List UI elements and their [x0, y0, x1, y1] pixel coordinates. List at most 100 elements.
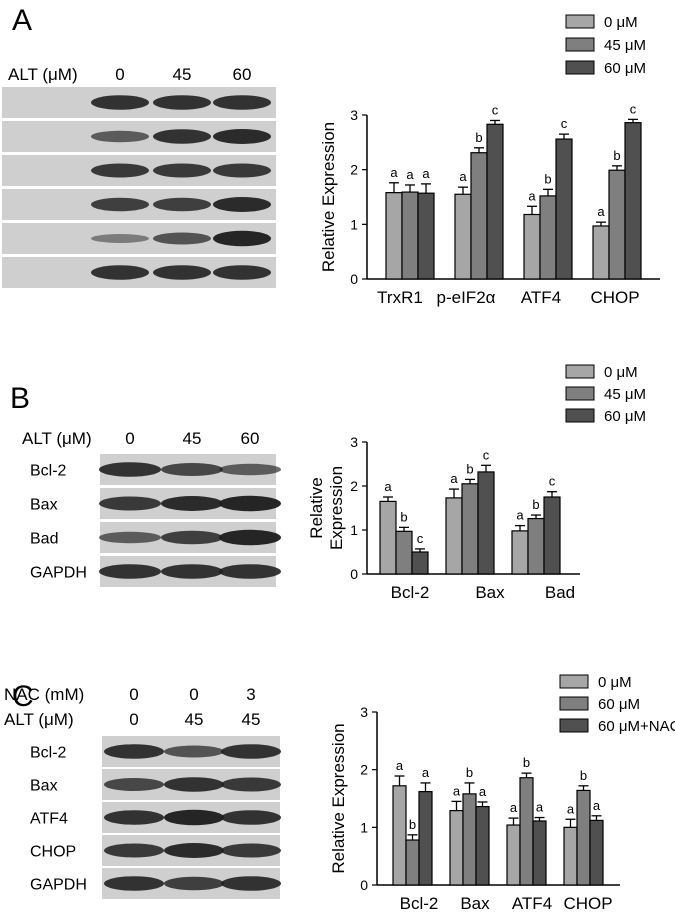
panel-letter: A: [12, 4, 32, 37]
bar: [392, 785, 407, 886]
legend-swatch: [565, 386, 595, 401]
protein-label: ATF4: [30, 811, 68, 828]
bar: [418, 790, 433, 886]
significance-letter: b: [466, 461, 473, 476]
protein-label: Bad: [30, 531, 58, 548]
blot-band: [104, 876, 164, 891]
significance-letter: a: [422, 166, 430, 181]
blot-band: [221, 843, 281, 858]
blot-band: [99, 462, 161, 477]
significance-letter: a: [406, 167, 414, 182]
bar: [417, 192, 435, 280]
significance-letter: a: [510, 800, 518, 815]
x-tick-label: p-eIF2α: [437, 288, 496, 307]
bar: [563, 826, 578, 886]
condition-value: 3: [246, 685, 255, 704]
bar: [395, 530, 413, 575]
blot-band: [153, 95, 211, 110]
x-tick-label: TrxR1: [377, 288, 423, 307]
blot-band: [99, 531, 161, 544]
blot-band: [153, 197, 211, 212]
significance-letter: c: [630, 101, 637, 116]
blot-band: [213, 265, 271, 280]
significance-letter: a: [528, 188, 536, 203]
blot-band: [153, 232, 211, 245]
legend-label: 0 μM: [604, 364, 638, 381]
blot-band: [219, 463, 281, 476]
condition-value: 0: [189, 685, 198, 704]
condition-label: NAC (mM): [4, 685, 84, 704]
bar: [449, 810, 464, 886]
significance-letter: b: [466, 765, 473, 780]
legend-label: 60 μM: [604, 408, 646, 425]
blot-band: [161, 530, 223, 545]
blot-band: [161, 463, 223, 476]
x-tick-label: CHOP: [590, 288, 639, 307]
condition-value: 45: [185, 710, 204, 729]
significance-letter: b: [613, 148, 620, 163]
bar: [519, 777, 534, 886]
bar: [461, 483, 479, 575]
blot-band: [164, 876, 224, 891]
panel-letter: B: [10, 382, 30, 415]
condition-label: ALT (μM): [4, 710, 74, 729]
significance-letter: b: [475, 130, 482, 145]
significance-letter: a: [396, 758, 404, 773]
blot-band: [164, 843, 224, 858]
significance-letter: c: [561, 116, 568, 131]
blot-band: [153, 265, 211, 280]
y-tick-label: 1: [360, 819, 368, 835]
bar: [523, 213, 541, 280]
significance-letter: b: [400, 509, 407, 524]
significance-letter: a: [459, 169, 467, 184]
significance-letter: a: [384, 479, 392, 494]
significance-letter: a: [450, 471, 458, 486]
legend-label: 60 μM: [604, 60, 646, 77]
bar: [379, 500, 397, 575]
blot-band: [104, 843, 164, 858]
significance-letter: b: [409, 817, 416, 832]
blot-band: [221, 777, 281, 792]
significance-letter: a: [390, 165, 398, 180]
y-tick-label: 2: [360, 762, 368, 778]
significance-letter: a: [422, 765, 430, 780]
y-tick-label: 1: [350, 216, 358, 232]
x-tick-label: Bcl-2: [391, 583, 430, 602]
bar: [532, 820, 547, 886]
y-axis-label: Relative Expression: [319, 122, 338, 272]
bar: [592, 225, 610, 280]
legend-swatch: [559, 674, 589, 689]
bar: [401, 191, 419, 280]
significance-letter: a: [453, 783, 461, 798]
legend-swatch: [565, 364, 595, 379]
x-tick-label: Bcl-2: [400, 894, 439, 913]
blot-band: [221, 744, 281, 759]
bar: [624, 122, 642, 280]
y-axis-label: Relative: [307, 477, 326, 538]
significance-letter: a: [516, 508, 524, 523]
blot-band: [91, 163, 149, 178]
significance-letter: c: [417, 531, 424, 546]
y-tick-label: 3: [350, 434, 358, 450]
condition-value: 0: [115, 65, 124, 84]
bar: [454, 193, 472, 280]
bar: [477, 471, 495, 575]
blot-band: [164, 777, 224, 792]
blot-band: [161, 564, 223, 579]
y-tick-label: 0: [360, 877, 368, 893]
blot-band: [161, 496, 223, 511]
significance-letter: b: [532, 497, 539, 512]
blot-band: [213, 163, 271, 178]
significance-letter: c: [549, 474, 556, 489]
x-tick-label: ATF4: [521, 288, 561, 307]
blot-band: [164, 745, 224, 758]
blot-band: [91, 130, 149, 143]
legend-swatch: [559, 718, 589, 733]
significance-letter: b: [580, 768, 587, 783]
x-tick-label: Bax: [475, 583, 505, 602]
x-tick-label: ATF4: [512, 894, 552, 913]
bar: [475, 805, 490, 886]
y-tick-label: 1: [350, 522, 358, 538]
